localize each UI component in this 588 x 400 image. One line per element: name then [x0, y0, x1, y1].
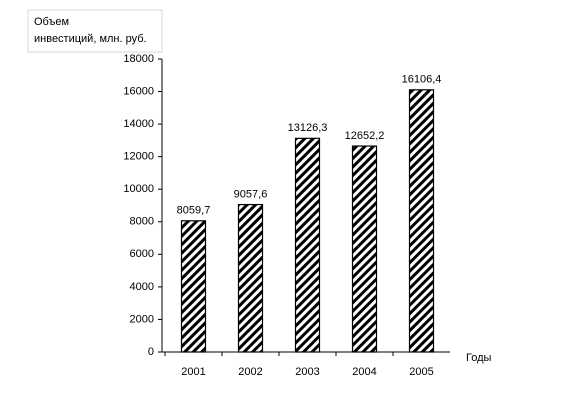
y-tick-label: 12000 [123, 151, 154, 163]
y-tick-label: 4000 [130, 281, 154, 293]
y-tick-label: 10000 [123, 183, 154, 195]
y-tick-label: 14000 [123, 118, 154, 130]
y-tick-label: 8000 [130, 216, 154, 228]
x-tick-label: 2003 [295, 366, 319, 378]
y-label-box [27, 9, 163, 53]
x-tick-label: 2002 [238, 366, 262, 378]
value-label: 16106,4 [402, 74, 442, 86]
bar [180, 220, 207, 353]
y-tick-label: 16000 [123, 85, 154, 97]
value-label: 9057,6 [234, 188, 268, 200]
y-axis-label: инвестиций, млн. руб. [34, 33, 147, 45]
y-tick-label: 18000 [123, 53, 154, 65]
bar [408, 89, 435, 353]
y-tick-label: 0 [148, 346, 154, 358]
bar [294, 137, 321, 353]
value-label: 13126,3 [288, 122, 328, 134]
bar [351, 145, 378, 353]
y-tick-label: 6000 [130, 248, 154, 260]
x-tick-label: 2001 [181, 366, 205, 378]
value-label: 12652,2 [345, 130, 385, 142]
y-axis-label: Объем [34, 16, 69, 28]
y-tick-label: 2000 [130, 313, 154, 325]
bar [237, 203, 264, 353]
x-axis-label: Годы [466, 352, 492, 364]
x-tick-label: 2004 [352, 366, 376, 378]
value-label: 8059,7 [177, 205, 211, 217]
x-tick-label: 2005 [409, 366, 433, 378]
